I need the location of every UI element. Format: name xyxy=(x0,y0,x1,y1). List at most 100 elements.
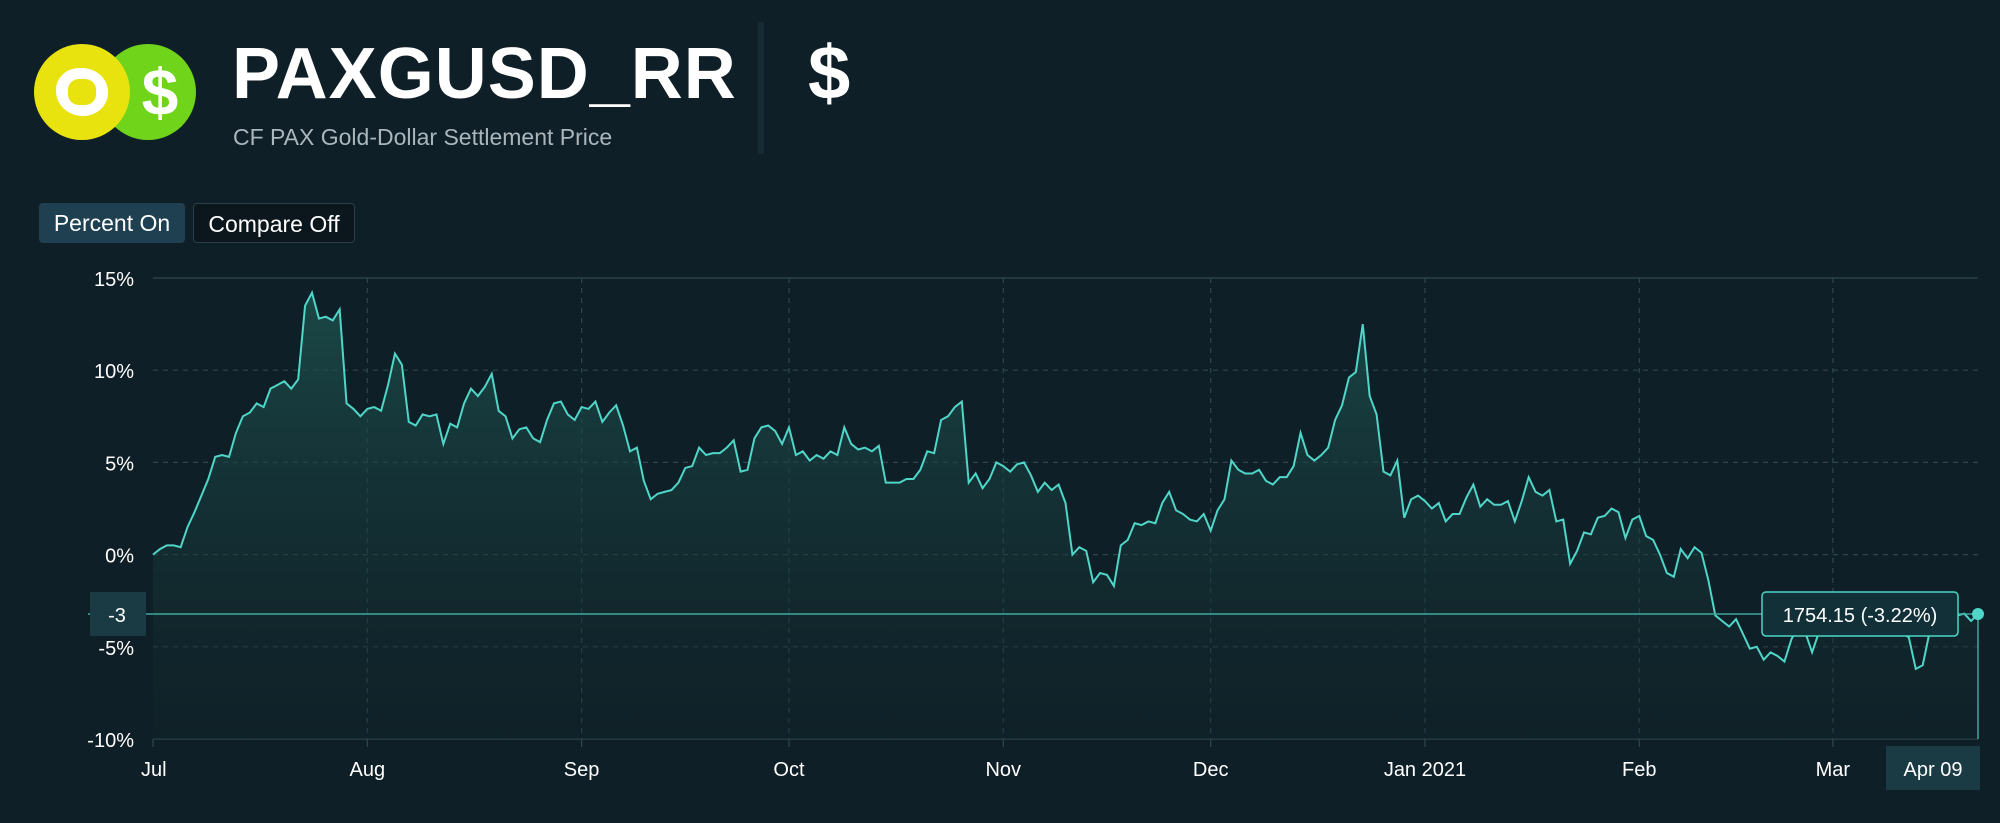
page-subtitle: CF PAX Gold-Dollar Settlement Price xyxy=(233,124,613,150)
data-point xyxy=(1754,644,1759,649)
data-point xyxy=(1333,417,1338,422)
data-point xyxy=(752,436,757,441)
series-line xyxy=(152,290,1979,671)
y-tick-label: 0% xyxy=(105,546,134,568)
data-point xyxy=(1084,548,1089,553)
data-point xyxy=(1215,508,1220,513)
data-point xyxy=(1492,502,1497,507)
data-point xyxy=(1768,650,1773,655)
data-point xyxy=(586,406,591,411)
data-point xyxy=(1174,508,1179,513)
data-point xyxy=(1201,512,1206,517)
compare-toggle-button[interactable]: Compare Off xyxy=(193,203,355,243)
data-point xyxy=(538,440,543,445)
crosshair-x-label: Apr 09 xyxy=(1904,759,1963,781)
data-point xyxy=(966,480,971,485)
data-point xyxy=(780,441,785,446)
data-point xyxy=(213,454,218,459)
data-point xyxy=(1637,513,1642,518)
data-point xyxy=(1436,500,1441,505)
data-point xyxy=(1547,488,1552,493)
data-point xyxy=(690,464,695,469)
data-point xyxy=(1367,394,1372,399)
data-point xyxy=(793,453,798,458)
data-point xyxy=(1782,659,1787,664)
data-point xyxy=(959,399,964,404)
y-axis: 15% 10% 5% 0% -5% -10% xyxy=(87,269,134,752)
data-point xyxy=(1388,473,1393,478)
data-point xyxy=(1395,458,1400,463)
data-point xyxy=(1263,478,1268,483)
data-point xyxy=(1623,536,1628,541)
data-point xyxy=(337,307,342,312)
data-point xyxy=(171,543,176,548)
data-point xyxy=(600,419,605,424)
data-point xyxy=(724,445,729,450)
x-tick-label: Jan 2021 xyxy=(1384,759,1466,781)
currency-symbol: $ xyxy=(808,31,851,116)
data-point xyxy=(952,405,957,410)
data-point xyxy=(1471,482,1476,487)
data-point xyxy=(1595,515,1600,520)
data-point xyxy=(1644,534,1649,539)
data-point xyxy=(1070,552,1075,557)
data-point xyxy=(1485,497,1490,502)
data-point xyxy=(786,425,791,430)
data-point xyxy=(987,477,992,482)
data-point xyxy=(1319,453,1324,458)
data-point xyxy=(1533,489,1538,494)
asset-logo: $ xyxy=(34,44,204,142)
data-point xyxy=(697,445,702,450)
data-point xyxy=(627,449,632,454)
data-point xyxy=(1554,519,1559,524)
data-point xyxy=(1775,654,1780,659)
data-point xyxy=(1561,517,1566,522)
data-point xyxy=(1222,497,1227,502)
data-point xyxy=(240,414,245,419)
data-point xyxy=(842,425,847,430)
data-point xyxy=(731,438,736,443)
data-point xyxy=(1098,571,1103,576)
y-tick-label: 10% xyxy=(94,361,134,383)
data-point xyxy=(379,408,384,413)
data-point xyxy=(1761,657,1766,662)
data-point xyxy=(344,401,349,406)
data-point xyxy=(1132,521,1137,526)
x-tick-label: Jul xyxy=(141,759,167,781)
data-point xyxy=(1146,519,1151,524)
data-point xyxy=(1305,453,1310,458)
data-point xyxy=(717,451,722,456)
data-point xyxy=(282,379,287,384)
percent-toggle-button[interactable]: Percent On xyxy=(39,203,185,243)
data-point xyxy=(1692,545,1697,550)
data-point xyxy=(1575,548,1580,553)
data-point xyxy=(1015,462,1020,467)
data-point xyxy=(897,480,902,485)
data-point xyxy=(1111,583,1116,588)
data-point xyxy=(310,290,315,295)
header-divider xyxy=(758,22,764,154)
data-point xyxy=(1402,515,1407,520)
data-point xyxy=(455,425,460,430)
data-point xyxy=(1125,537,1130,542)
data-point xyxy=(1326,445,1331,450)
data-point xyxy=(1727,624,1732,629)
data-point xyxy=(828,449,833,454)
data-point xyxy=(1734,617,1739,622)
y-tick-label: 5% xyxy=(105,453,134,475)
chart-header: $ PAXGUSD_RR CF PAX Gold-Dollar Settleme… xyxy=(0,0,2000,170)
data-point xyxy=(759,425,764,430)
data-point xyxy=(1706,578,1711,583)
data-point xyxy=(1685,556,1690,561)
crosshair: -3 Apr 09 1754.15 (-3.22%) xyxy=(88,591,1984,790)
x-tick-label: Oct xyxy=(773,759,805,781)
data-point xyxy=(462,401,467,406)
data-point xyxy=(593,399,598,404)
data-point xyxy=(1616,510,1621,515)
data-point xyxy=(434,412,439,417)
data-point xyxy=(1969,618,1974,623)
x-axis: Jul Aug Sep Oct Nov Dec Jan 2021 Feb Mar xyxy=(141,739,1850,781)
data-point xyxy=(1008,469,1013,474)
data-point xyxy=(151,552,156,557)
